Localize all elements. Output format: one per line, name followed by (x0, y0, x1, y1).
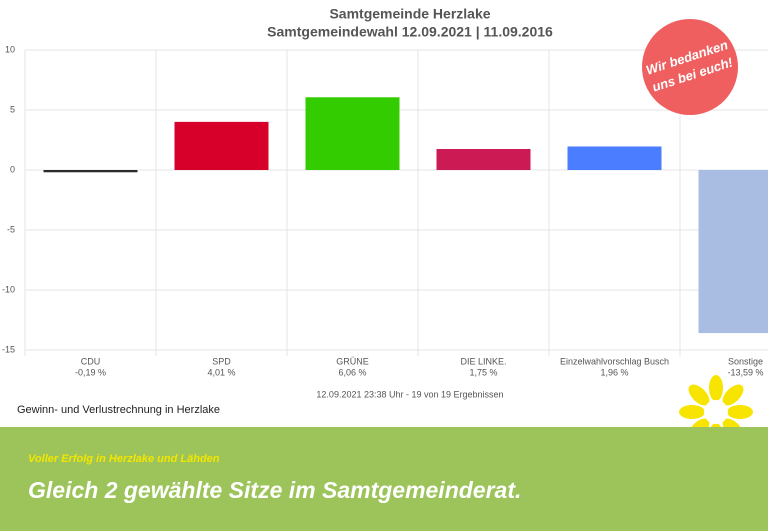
bar (698, 170, 768, 334)
x-tick-label: DIE LINKE. (460, 356, 506, 366)
chart-title: Samtgemeinde Herzlake (329, 6, 490, 22)
bar (436, 149, 531, 170)
value-label: -13,59 % (727, 367, 763, 377)
caption: Gewinn- und Verlustrechnung in Herzlake (17, 404, 221, 416)
footnote: 12.09.2021 23:38 Uhr - 19 von 19 Ergebni… (316, 389, 503, 399)
y-tick-label: 5 (10, 104, 15, 114)
banner-headline: Gleich 2 gewählte Sitze im Samtgemeinder… (28, 477, 522, 503)
y-tick-label: 10 (5, 44, 15, 54)
chart-subtitle: Samtgemeindewahl 12.09.2021 | 11.09.2016 (267, 24, 553, 40)
badge (642, 19, 738, 115)
x-tick-label: GRÜNE (336, 356, 369, 366)
y-tick-label: 0 (10, 164, 15, 174)
y-tick-label: -15 (2, 344, 15, 354)
bar (305, 97, 400, 170)
y-tick-label: -10 (2, 284, 15, 294)
value-label: 1,96 % (600, 367, 628, 377)
bar (43, 170, 138, 173)
value-label: -0,19 % (75, 367, 106, 377)
x-tick-label: Einzelwahlvorschlag Busch (560, 356, 669, 366)
value-label: 6,06 % (338, 367, 366, 377)
x-tick-label: Sonstige (728, 356, 763, 366)
chart: Samtgemeinde Herzlake Samtgemeindewahl 1… (2, 6, 768, 399)
value-label: 4,01 % (207, 367, 235, 377)
bar (174, 121, 269, 170)
y-tick-label: -5 (7, 224, 15, 234)
bar (567, 146, 662, 170)
banner: Voller Erfolg in Herzlake und Lähden Gle… (0, 427, 768, 531)
x-tick-label: SPD (212, 356, 231, 366)
value-label: 1,75 % (469, 367, 497, 377)
x-tick-label: CDU (81, 356, 101, 366)
banner-kicker: Voller Erfolg in Herzlake und Lähden (28, 453, 220, 465)
